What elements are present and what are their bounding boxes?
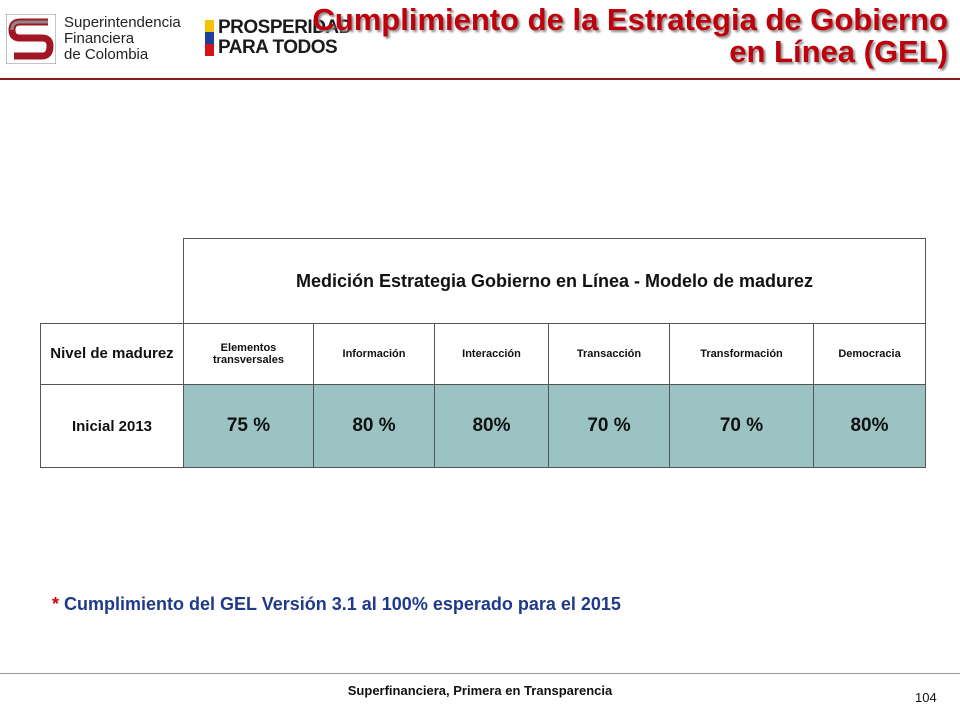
empty-corner: [41, 239, 184, 324]
value-cell: 80%: [434, 384, 549, 468]
row-header: Nivel de madurez: [40, 323, 184, 385]
title-line-1: Cumplimiento de la Estrategia de Gobiern…: [312, 2, 948, 37]
footnote: * Cumplimiento del GEL Versión 3.1 al 10…: [52, 594, 621, 615]
prosperidad-logo: PROSPERIDAD PARA TODOS: [205, 16, 352, 60]
maturity-table: Medición Estrategia Gobierno en Línea - …: [40, 238, 926, 468]
footnote-star: *: [52, 594, 60, 614]
footer-text: Superfinanciera, Primera en Transparenci…: [347, 683, 613, 698]
superfinanciera-emblem-icon: [6, 14, 56, 64]
column-header: Interacción: [434, 323, 549, 385]
slide-title: Cumplimiento de la Estrategia de Gobiern…: [312, 4, 948, 68]
value-cell: 80%: [813, 384, 926, 468]
table-caption: Medición Estrategia Gobierno en Línea - …: [183, 238, 926, 324]
superfinanciera-logo: Superintendencia Financiera de Colombia: [6, 12, 181, 66]
title-line-2: en Línea (GEL): [729, 34, 948, 69]
value-cell: 80 %: [313, 384, 435, 468]
title-divider: [0, 78, 960, 80]
column-header: Democracia: [813, 323, 926, 385]
column-header: Transformación: [669, 323, 814, 385]
value-cell: 75 %: [183, 384, 314, 468]
row-label: Inicial 2013: [40, 384, 184, 468]
value-cell: 70 %: [548, 384, 670, 468]
logo-text: Superintendencia Financiera de Colombia: [64, 14, 181, 63]
page-number: 104: [915, 690, 937, 705]
table-header-row: Nivel de madurez Elementos transversales…: [40, 323, 926, 385]
value-cell: 70 %: [669, 384, 814, 468]
table-row: Inicial 2013 75 % 80 % 80% 70 % 70 % 80%: [40, 384, 926, 468]
footnote-text: Cumplimiento del GEL Versión 3.1 al 100%…: [64, 594, 621, 614]
column-header: Elementos transversales: [183, 323, 314, 385]
slogan-line-2: PARA TODOS: [218, 37, 338, 58]
colombia-flag-icon: [205, 20, 214, 56]
column-header: Información: [313, 323, 435, 385]
slogan-line-1: PROSPERIDAD: [218, 17, 352, 38]
column-header: Transacción: [548, 323, 670, 385]
footer-divider: [0, 673, 960, 674]
